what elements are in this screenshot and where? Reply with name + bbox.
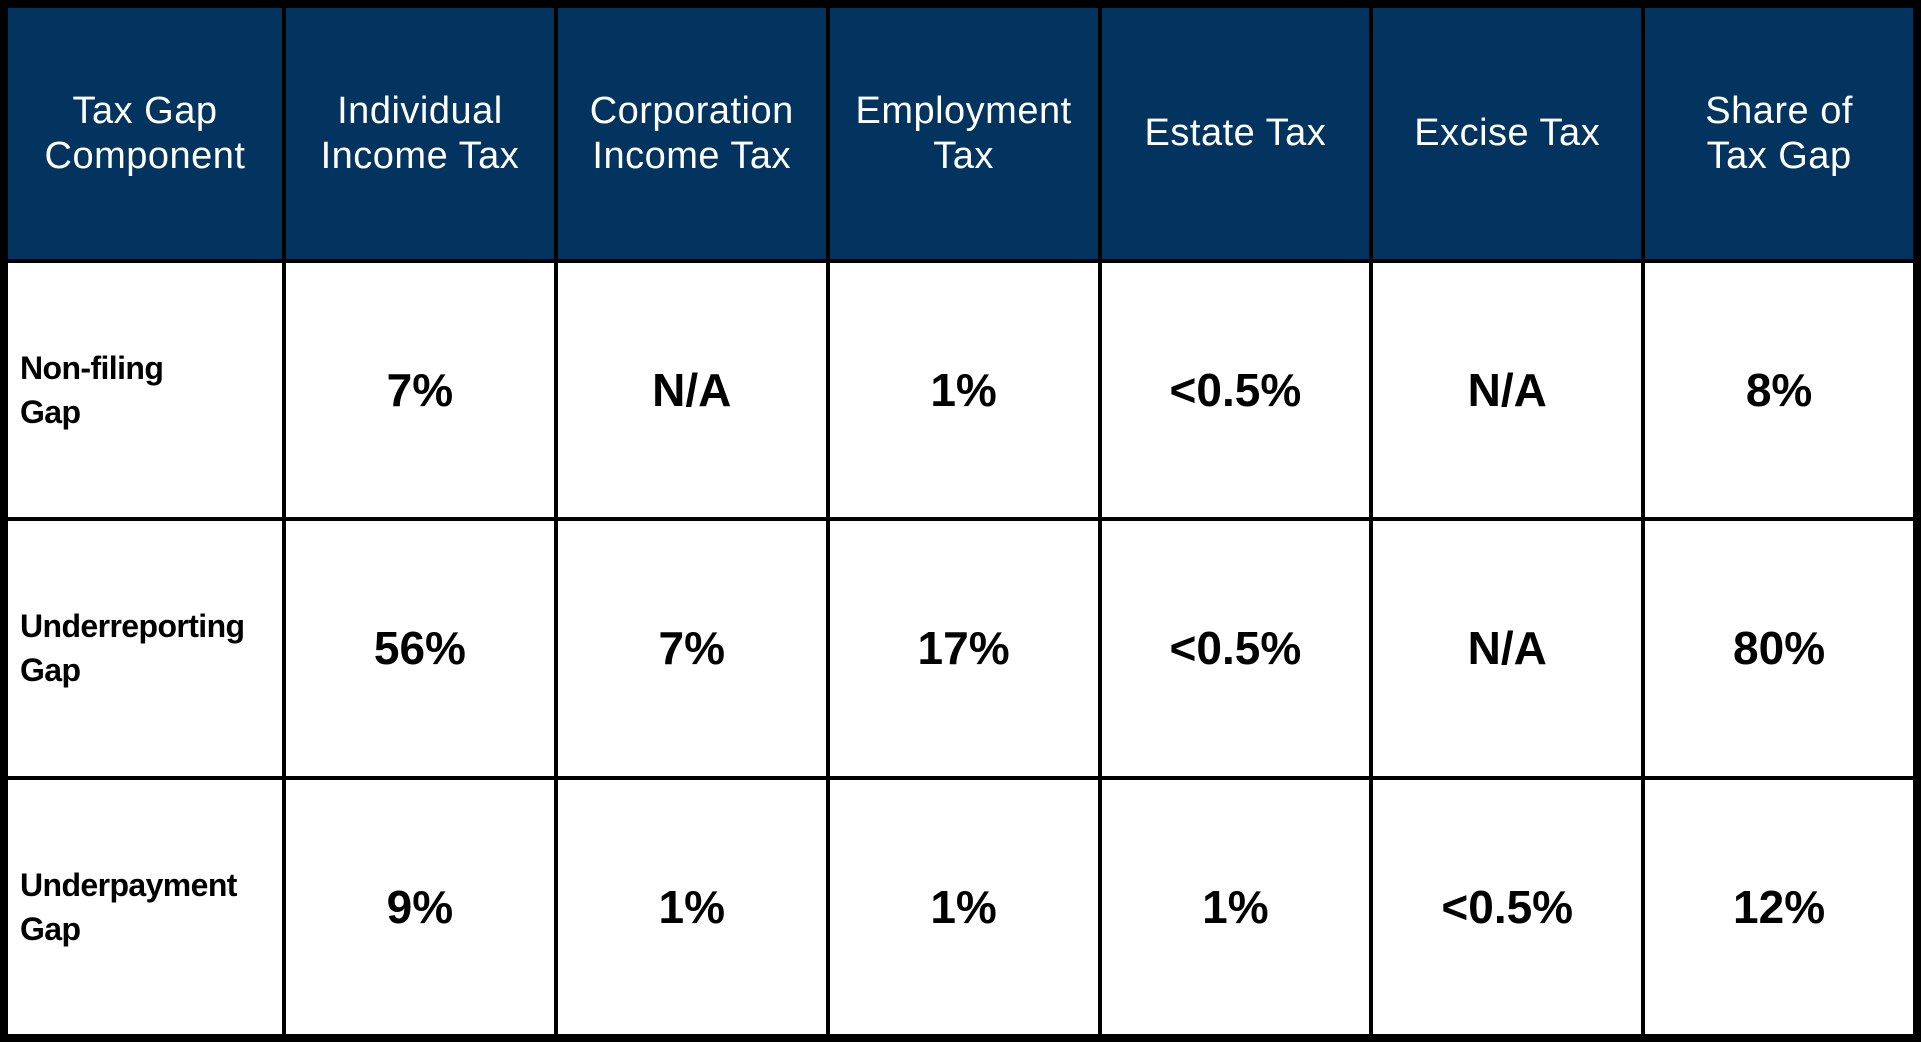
- value-cell: <0.5%: [1101, 263, 1370, 518]
- cell-text: 7%: [658, 622, 725, 675]
- value-cell: N/A: [557, 263, 826, 518]
- value-cell: 1%: [829, 263, 1098, 518]
- header-cell: Employment Tax: [829, 8, 1098, 259]
- cell-line: Tax: [933, 134, 994, 177]
- cell-line: Tax Gap: [72, 89, 218, 132]
- row-label: Non-filing Gap: [8, 263, 282, 518]
- value-cell: 8%: [1645, 263, 1913, 518]
- cell-line: Employment: [855, 89, 1072, 132]
- cell-line: Underpayment: [20, 866, 237, 903]
- value-cell: 9%: [286, 779, 554, 1034]
- value-cell: 1%: [557, 779, 826, 1034]
- header-cell: Tax Gap Component: [8, 8, 282, 259]
- cell-text: 9%: [386, 880, 454, 933]
- cell-text: 7%: [386, 364, 454, 417]
- cell-line: Excise Tax: [1414, 112, 1601, 154]
- header-cell: Share of Tax Gap: [1645, 8, 1913, 259]
- header-cell: Corporation Income Tax: [557, 8, 826, 259]
- value-cell: 17%: [829, 521, 1098, 776]
- cell-line: Gap: [20, 652, 81, 689]
- cell-line: Individual: [337, 89, 503, 132]
- cell-text: <0.5%: [1169, 622, 1302, 675]
- cell-line: Income Tax: [592, 134, 792, 177]
- value-cell: <0.5%: [1373, 779, 1642, 1034]
- value-cell: 1%: [1101, 779, 1370, 1034]
- cell-text: 56%: [373, 622, 466, 675]
- cell-text: 12%: [1733, 880, 1826, 933]
- cell-text: <0.5%: [1169, 364, 1302, 417]
- cell-text: 8%: [1745, 364, 1813, 417]
- value-cell: 80%: [1645, 521, 1913, 776]
- cell-text: N/A: [1467, 364, 1547, 417]
- cell-line: Tax Gap: [1706, 134, 1852, 177]
- value-cell: 56%: [286, 521, 554, 776]
- row-label: Underpayment Gap: [8, 779, 282, 1034]
- cell-line: Income Tax: [320, 134, 520, 177]
- value-cell: 1%: [829, 779, 1098, 1034]
- cell-text: 1%: [930, 880, 997, 933]
- value-cell: 12%: [1645, 779, 1913, 1034]
- cell-text: 1%: [658, 880, 725, 933]
- value-cell: 7%: [557, 521, 826, 776]
- cell-text: 80%: [1733, 622, 1826, 675]
- value-cell: 7%: [286, 263, 554, 518]
- cell-line: Gap: [20, 394, 81, 431]
- cell-line: Non-filing: [20, 350, 164, 387]
- cell-line: Share of: [1705, 89, 1853, 132]
- value-cell: N/A: [1373, 263, 1642, 518]
- cell-line: Underreporting: [20, 608, 245, 645]
- cell-line: Corporation: [589, 89, 794, 132]
- value-cell: <0.5%: [1101, 521, 1370, 776]
- header-cell: Estate Tax: [1101, 8, 1370, 259]
- cell-text: 17%: [917, 622, 1010, 675]
- row-label: Underreporting Gap: [8, 521, 282, 776]
- cell-text: <0.5%: [1441, 880, 1574, 933]
- cell-line: Gap: [20, 910, 81, 947]
- cell-line: Estate Tax: [1144, 112, 1327, 154]
- cell-text: 1%: [1202, 880, 1269, 933]
- header-cell: Individual Income Tax: [286, 8, 554, 259]
- header-cell: Excise Tax: [1373, 8, 1642, 259]
- cell-line: Component: [44, 134, 246, 177]
- cell-text: 1%: [930, 364, 997, 417]
- cell-text: N/A: [652, 364, 732, 417]
- value-cell: N/A: [1373, 521, 1642, 776]
- cell-text: N/A: [1467, 622, 1547, 675]
